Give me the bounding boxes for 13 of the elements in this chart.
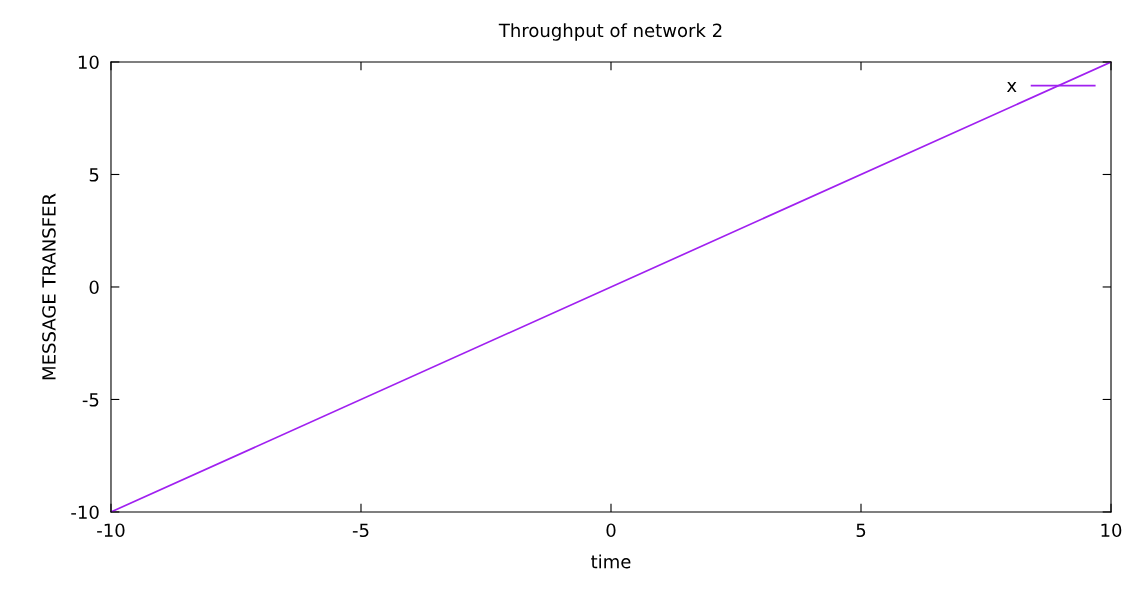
- x-tick-label: 10: [1101, 523, 1122, 538]
- y-tick-label: -10: [71, 505, 99, 520]
- y-tick-label: -5: [82, 393, 99, 407]
- x-axis-title: time: [591, 554, 631, 569]
- x-tick-label: 0: [606, 523, 616, 538]
- x-tick-label: -5: [352, 523, 369, 538]
- legend-label: x: [1006, 82, 1017, 92]
- y-axis-title: MESSAGE TRANSFER: [42, 193, 56, 380]
- y-tick-label: 10: [78, 55, 99, 70]
- y-tick-label: 5: [89, 168, 99, 182]
- y-tick-label: 0: [89, 280, 99, 295]
- chart-title: Throughput of network 2: [498, 23, 722, 41]
- x-tick-label: 5: [856, 523, 866, 538]
